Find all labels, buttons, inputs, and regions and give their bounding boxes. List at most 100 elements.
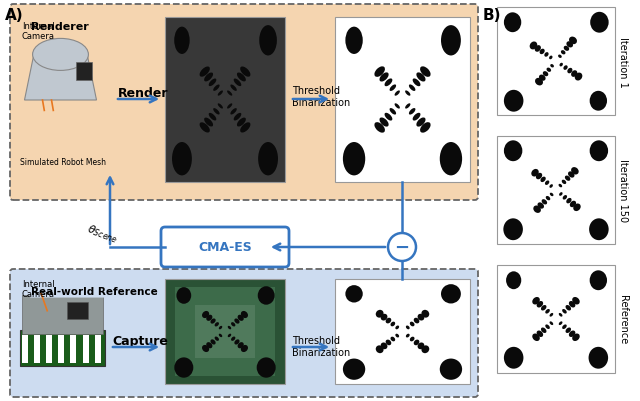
Ellipse shape — [568, 172, 575, 178]
Ellipse shape — [575, 73, 582, 81]
Ellipse shape — [237, 118, 246, 127]
Ellipse shape — [234, 340, 239, 345]
Ellipse shape — [174, 28, 189, 55]
Ellipse shape — [417, 314, 424, 321]
Ellipse shape — [258, 143, 278, 176]
Ellipse shape — [413, 340, 419, 345]
Ellipse shape — [385, 113, 392, 121]
Text: CMA-ES: CMA-ES — [198, 241, 252, 254]
Ellipse shape — [572, 334, 580, 341]
Ellipse shape — [172, 143, 192, 176]
Ellipse shape — [506, 271, 521, 290]
Ellipse shape — [541, 305, 547, 311]
Ellipse shape — [532, 297, 540, 305]
Ellipse shape — [374, 67, 385, 78]
Ellipse shape — [409, 109, 415, 115]
Ellipse shape — [549, 185, 553, 188]
Ellipse shape — [417, 118, 426, 127]
Bar — [22, 296, 103, 334]
Ellipse shape — [559, 193, 563, 196]
Ellipse shape — [228, 334, 231, 337]
Ellipse shape — [589, 347, 608, 369]
Text: Threshold
Binarization: Threshold Binarization — [292, 335, 350, 357]
Ellipse shape — [241, 311, 248, 318]
Ellipse shape — [219, 334, 222, 337]
Bar — [497, 265, 615, 373]
Ellipse shape — [562, 325, 567, 329]
Ellipse shape — [420, 123, 431, 134]
Ellipse shape — [536, 173, 542, 180]
Ellipse shape — [234, 113, 241, 121]
Ellipse shape — [564, 47, 569, 52]
Ellipse shape — [395, 104, 400, 109]
Ellipse shape — [206, 342, 212, 348]
Ellipse shape — [540, 177, 546, 182]
Ellipse shape — [558, 55, 562, 59]
Ellipse shape — [381, 342, 387, 349]
Ellipse shape — [386, 318, 391, 324]
FancyBboxPatch shape — [10, 269, 478, 397]
Ellipse shape — [346, 28, 363, 55]
Ellipse shape — [204, 118, 213, 127]
Ellipse shape — [533, 206, 541, 213]
Ellipse shape — [535, 79, 543, 86]
Bar — [46, 336, 52, 363]
Ellipse shape — [231, 322, 236, 327]
Ellipse shape — [202, 311, 209, 318]
Ellipse shape — [538, 203, 544, 209]
Ellipse shape — [440, 358, 462, 380]
Ellipse shape — [504, 91, 524, 112]
Ellipse shape — [346, 286, 363, 303]
Ellipse shape — [413, 318, 419, 324]
Text: A): A) — [5, 8, 24, 23]
Bar — [67, 302, 88, 320]
Ellipse shape — [559, 313, 563, 317]
Ellipse shape — [566, 198, 572, 204]
Ellipse shape — [410, 322, 415, 326]
Ellipse shape — [563, 196, 567, 200]
Ellipse shape — [536, 331, 543, 337]
Ellipse shape — [230, 109, 237, 115]
Ellipse shape — [540, 50, 545, 55]
Bar — [165, 18, 285, 182]
Ellipse shape — [33, 39, 88, 71]
Ellipse shape — [381, 314, 387, 321]
Ellipse shape — [406, 326, 410, 330]
Text: Capture: Capture — [112, 334, 168, 347]
Ellipse shape — [231, 337, 236, 341]
Bar — [95, 336, 100, 363]
Ellipse shape — [561, 51, 566, 55]
Ellipse shape — [343, 143, 365, 176]
Ellipse shape — [405, 104, 410, 109]
Ellipse shape — [503, 219, 523, 241]
Text: Internal
Camera: Internal Camera — [22, 22, 55, 41]
Ellipse shape — [237, 342, 244, 348]
Ellipse shape — [258, 286, 275, 305]
Ellipse shape — [559, 184, 562, 188]
Ellipse shape — [211, 340, 216, 345]
Text: −: − — [394, 239, 410, 256]
Ellipse shape — [204, 73, 213, 82]
Ellipse shape — [550, 65, 554, 68]
Ellipse shape — [380, 73, 388, 82]
Ellipse shape — [380, 118, 388, 127]
Ellipse shape — [546, 196, 550, 201]
Text: $\theta_{Scene}$: $\theta_{Scene}$ — [85, 221, 120, 245]
Ellipse shape — [545, 325, 550, 329]
Ellipse shape — [417, 73, 426, 82]
Ellipse shape — [530, 43, 537, 50]
Ellipse shape — [565, 176, 570, 181]
Ellipse shape — [227, 104, 232, 109]
Ellipse shape — [219, 326, 222, 330]
Text: Threshold
Binarization: Threshold Binarization — [292, 86, 350, 107]
Ellipse shape — [213, 109, 220, 115]
Ellipse shape — [539, 75, 546, 81]
Bar — [335, 18, 470, 182]
Ellipse shape — [228, 326, 231, 330]
Ellipse shape — [218, 104, 223, 109]
Ellipse shape — [421, 310, 429, 318]
Polygon shape — [24, 57, 97, 101]
Ellipse shape — [589, 141, 608, 162]
Ellipse shape — [390, 337, 395, 342]
Text: B): B) — [483, 8, 502, 23]
